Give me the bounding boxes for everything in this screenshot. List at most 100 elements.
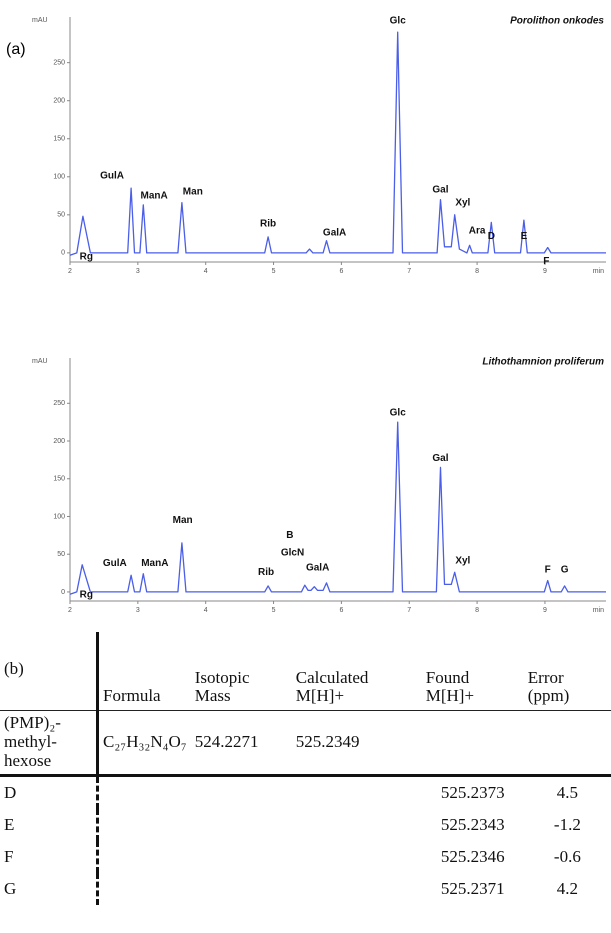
header-cell: Found M[H]+ — [421, 632, 524, 711]
cell — [191, 776, 292, 810]
trace — [69, 421, 606, 595]
cell: 524.2271 — [190, 710, 292, 777]
mass-table: (b) Formula Isotopic Mass Calculated M[H… — [0, 632, 611, 905]
cell: E — [0, 809, 99, 841]
y-tick-label: 250 — [53, 59, 65, 66]
peak-label: GalA — [323, 228, 346, 239]
chart-title: Porolithon onkodes — [510, 16, 604, 27]
cell — [292, 809, 422, 841]
cell: -1.2 — [553, 815, 581, 834]
peak-label: Rib — [258, 567, 274, 578]
peak-label: Xyl — [455, 197, 470, 208]
cell — [292, 776, 422, 810]
peak-label: Gal — [432, 184, 448, 195]
header-row: (b) Formula Isotopic Mass Calculated M[H… — [0, 632, 611, 711]
header-cell: Error (ppm) — [523, 632, 611, 711]
cell: 4.2 — [556, 879, 579, 898]
x-tick-label: 5 — [272, 607, 276, 614]
x-tick-label: 8 — [475, 268, 479, 275]
peak-label: B — [286, 530, 293, 541]
peak-label: F — [545, 565, 551, 576]
cell — [292, 873, 422, 905]
peak-label: GlcN — [281, 547, 304, 558]
peak-label: Man — [183, 187, 203, 198]
cell — [98, 873, 191, 905]
x-tick-label: 5 — [272, 268, 276, 275]
peak-label: ManA — [141, 558, 168, 569]
cell: G — [0, 873, 99, 905]
y-tick-label: 50 — [57, 212, 65, 219]
x-tick-label: 3 — [136, 607, 140, 614]
y-tick-label: 100 — [53, 174, 65, 181]
cell: 525.2343 — [440, 815, 505, 834]
cell — [191, 809, 292, 841]
cell — [523, 710, 611, 777]
peak-label: Rg — [80, 251, 93, 262]
cell: -0.6 — [553, 847, 581, 866]
y-tick-label: 200 — [53, 98, 65, 105]
cell: C₂₇H₃₂N₄O₇ — [97, 710, 191, 777]
y-axis-label: mAU — [32, 17, 48, 24]
x-axis-label: min — [593, 268, 604, 275]
peak-label: E — [521, 231, 528, 242]
y-axis-label: mAU — [32, 358, 48, 365]
x-tick-label: 3 — [136, 268, 140, 275]
y-tick-label: 50 — [57, 551, 65, 558]
cell: 525.2373 — [440, 783, 505, 802]
x-axis-label: min — [593, 607, 604, 614]
x-tick-label: 6 — [339, 268, 343, 275]
x-tick-label: 4 — [204, 607, 208, 614]
cell — [191, 841, 292, 873]
cell — [292, 841, 422, 873]
peak-label: GulA — [103, 558, 127, 569]
header-cell: Isotopic Mass — [190, 632, 292, 711]
cell: 525.2371 — [440, 879, 505, 898]
x-tick-label: 4 — [204, 268, 208, 275]
x-tick-label: 9 — [543, 607, 547, 614]
cell: 4.5 — [556, 783, 579, 802]
peak-label: Man — [173, 515, 193, 526]
y-tick-label: 0 — [61, 589, 65, 596]
cell: (PMP)₂-methyl-hexose — [0, 710, 99, 777]
y-tick-label: 100 — [53, 513, 65, 520]
chart-title: Lithothamnion proliferum — [482, 357, 604, 368]
header-cell: (b) — [0, 632, 99, 711]
peak-label: Gal — [432, 453, 448, 464]
panel-label: (a) — [6, 41, 26, 58]
cell — [98, 841, 191, 873]
compound-row: (PMP)₂-methyl-hexose C₂₇H₃₂N₄O₇ 524.2271… — [0, 710, 611, 777]
y-tick-label: 0 — [61, 250, 65, 257]
x-tick-label: 2 — [68, 268, 72, 275]
row: G 525.2371 4.2 — [0, 873, 611, 905]
peak-label: Rg — [80, 590, 93, 601]
cell: F — [0, 841, 99, 873]
cell — [98, 809, 191, 841]
row: F 525.2346 -0.6 — [0, 841, 611, 873]
cell — [191, 873, 292, 905]
peak-label: Xyl — [455, 556, 470, 567]
x-tick-label: 6 — [339, 607, 343, 614]
cell: D — [0, 775, 99, 809]
peak-label: F — [543, 256, 549, 267]
x-tick-label: 2 — [68, 607, 72, 614]
peak-label: Ara — [469, 225, 486, 236]
header-cell: Formula — [97, 632, 191, 711]
header-cell: Calculated M[H]+ — [291, 632, 422, 711]
y-tick-label: 200 — [53, 438, 65, 445]
x-tick-label: 7 — [407, 268, 411, 275]
cell — [421, 710, 524, 777]
y-tick-label: 150 — [53, 476, 65, 483]
peak-label: Glc — [390, 15, 407, 26]
peak-label: Rib — [260, 219, 276, 230]
x-tick-label: 9 — [543, 268, 547, 275]
y-tick-label: 150 — [53, 136, 65, 143]
cell — [98, 776, 191, 810]
x-tick-label: 8 — [475, 607, 479, 614]
cell: 525.2346 — [440, 847, 505, 866]
y-tick-label: 250 — [53, 400, 65, 407]
peak-label: D — [488, 231, 495, 242]
peak-label: GalA — [306, 562, 329, 573]
row: E 525.2343 -1.2 — [0, 809, 611, 841]
